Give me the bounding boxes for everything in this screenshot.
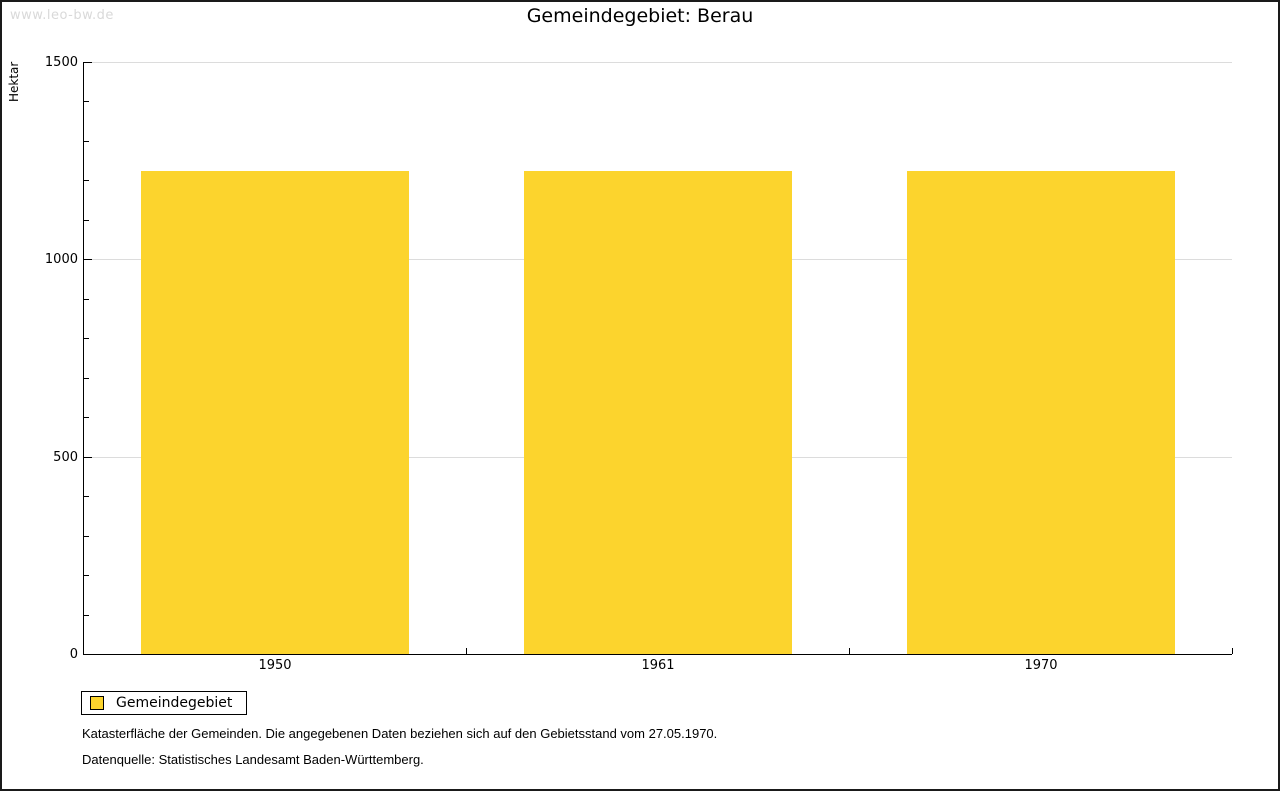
y-tick-label-1500: 1500 (44, 55, 78, 70)
y-tick-300 (84, 536, 89, 537)
y-tick-900 (84, 299, 89, 300)
x-tick-label-1950: 1950 (258, 658, 292, 673)
y-tick-label-1000: 1000 (44, 252, 78, 267)
watermark: www.leo-bw.de (10, 8, 114, 23)
y-axis-line (83, 62, 84, 655)
y-tick-1100 (84, 220, 89, 221)
y-tick-500 (84, 457, 92, 458)
y-tick-800 (84, 338, 89, 339)
x-tick-label-1961: 1961 (641, 658, 675, 673)
x-axis-line (83, 654, 1232, 655)
x-boundary-tick-1 (466, 648, 467, 654)
y-tick-1500 (84, 62, 92, 63)
y-tick-label-0: 0 (69, 647, 78, 662)
chart-title: Gemeindegebiet: Berau (526, 5, 754, 27)
footnote-data-source: Datenquelle: Statistisches Landesamt Bad… (82, 752, 424, 767)
x-boundary-tick-3 (1232, 648, 1233, 654)
x-boundary-tick-2 (849, 648, 850, 654)
y-tick-1400 (84, 101, 89, 102)
bar-1970 (907, 171, 1175, 654)
y-tick-100 (84, 615, 89, 616)
x-tick-label-1970: 1970 (1024, 658, 1058, 673)
y-tick-600 (84, 417, 89, 418)
y-tick-1300 (84, 141, 89, 142)
gridline-1500 (83, 62, 1232, 63)
legend-swatch (90, 696, 104, 710)
y-tick-400 (84, 496, 89, 497)
y-tick-200 (84, 575, 89, 576)
legend-label: Gemeindegebiet (116, 695, 233, 711)
bar-1961 (524, 171, 792, 654)
y-tick-label-500: 500 (53, 450, 78, 465)
y-tick-700 (84, 378, 89, 379)
bar-1950 (141, 171, 409, 654)
footnote-source-note: Katasterfläche der Gemeinden. Die angege… (82, 726, 718, 741)
y-tick-1200 (84, 180, 89, 181)
legend-box: Gemeindegebiet (81, 691, 248, 715)
y-tick-1000 (84, 259, 92, 260)
